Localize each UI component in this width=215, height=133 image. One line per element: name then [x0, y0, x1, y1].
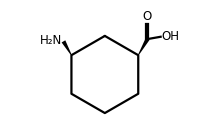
Polygon shape [138, 38, 149, 55]
Polygon shape [62, 40, 72, 55]
Text: H₂N: H₂N [40, 34, 62, 47]
Text: OH: OH [162, 30, 180, 43]
Text: O: O [142, 10, 152, 23]
